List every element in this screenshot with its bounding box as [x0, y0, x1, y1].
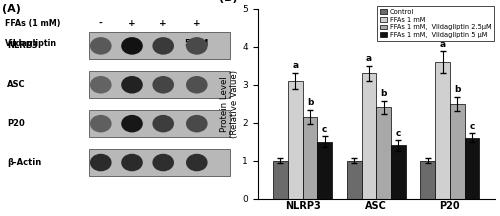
Y-axis label: Protein Level
(Relative Value): Protein Level (Relative Value)	[220, 70, 240, 138]
Bar	[464, 138, 479, 199]
Ellipse shape	[121, 154, 143, 171]
Text: c: c	[322, 125, 328, 134]
Text: 0: 0	[129, 39, 135, 48]
Text: a: a	[292, 61, 298, 70]
FancyBboxPatch shape	[89, 149, 231, 176]
Bar	[450, 104, 464, 199]
Text: (B): (B)	[220, 0, 238, 3]
Text: c: c	[470, 122, 474, 131]
Ellipse shape	[121, 115, 143, 132]
Ellipse shape	[186, 154, 208, 171]
Text: Vildagliptin: Vildagliptin	[5, 39, 57, 48]
Ellipse shape	[90, 115, 112, 132]
Ellipse shape	[186, 37, 208, 55]
Text: 5 μM: 5 μM	[185, 39, 208, 48]
Text: 2.5: 2.5	[156, 39, 170, 48]
Text: +: +	[160, 19, 167, 28]
Ellipse shape	[121, 37, 143, 55]
Ellipse shape	[152, 37, 174, 55]
Text: (A): (A)	[2, 4, 22, 14]
Ellipse shape	[186, 76, 208, 94]
Bar	[302, 117, 318, 199]
Text: -: -	[99, 19, 102, 28]
Text: a: a	[366, 54, 372, 63]
Text: +: +	[128, 19, 136, 28]
Bar	[273, 161, 288, 199]
Text: β-Actin: β-Actin	[7, 158, 42, 167]
Text: FFAs (1 mM): FFAs (1 mM)	[5, 19, 60, 28]
Text: a: a	[440, 40, 446, 49]
Ellipse shape	[186, 115, 208, 132]
FancyBboxPatch shape	[89, 110, 231, 137]
Bar	[435, 62, 450, 199]
Text: b: b	[454, 85, 460, 94]
Text: b: b	[307, 98, 313, 108]
Bar	[347, 161, 362, 199]
Ellipse shape	[152, 76, 174, 94]
Text: P20: P20	[7, 119, 25, 128]
Text: +: +	[193, 19, 200, 28]
Ellipse shape	[152, 154, 174, 171]
Ellipse shape	[90, 154, 112, 171]
Ellipse shape	[90, 76, 112, 94]
Ellipse shape	[90, 37, 112, 55]
Ellipse shape	[152, 115, 174, 132]
Bar	[318, 142, 332, 199]
Text: c: c	[396, 129, 401, 138]
Text: b: b	[380, 89, 387, 98]
Text: ASC: ASC	[7, 80, 26, 89]
Bar	[362, 73, 376, 199]
Bar	[391, 146, 406, 199]
Bar	[420, 161, 435, 199]
Bar	[376, 108, 391, 199]
Bar	[288, 81, 302, 199]
FancyBboxPatch shape	[89, 71, 231, 98]
Ellipse shape	[121, 76, 143, 94]
Text: 0: 0	[98, 39, 103, 48]
Text: NLRP3: NLRP3	[7, 41, 38, 50]
FancyBboxPatch shape	[89, 32, 231, 59]
Legend: Control, FFAs 1 mM, FFAs 1 mM,  Vildagliptin 2.5μM, FFAs 1 mM,  Vildagliptin 5 μ: Control, FFAs 1 mM, FFAs 1 mM, Vildaglip…	[377, 6, 494, 41]
